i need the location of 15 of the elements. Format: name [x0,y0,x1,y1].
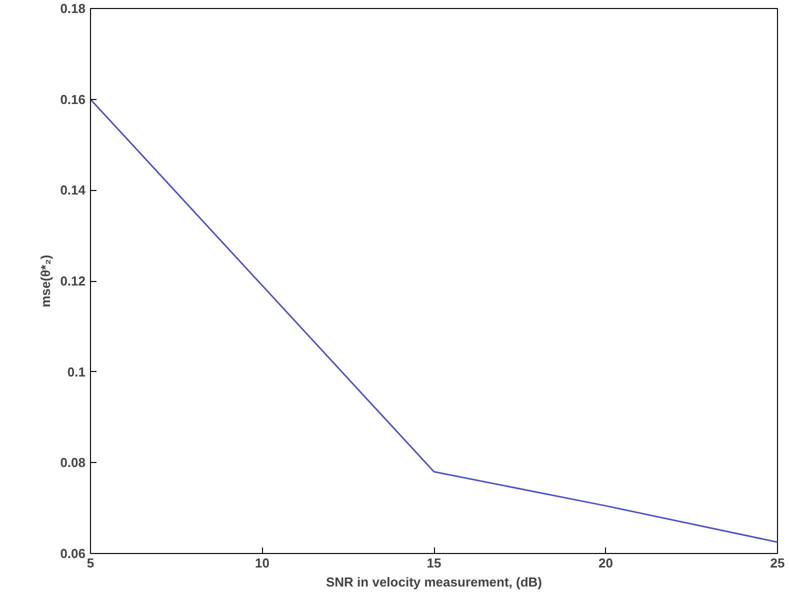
x-tick-label: 5 [86,556,94,570]
y-tick-label: 0.16 [60,92,86,107]
y-axis-title: mse(θ*₂) [38,254,54,308]
line-series [90,98,778,543]
x-tick-label: 15 [426,556,442,570]
y-tick-label: 0.12 [60,274,86,288]
y-tick-label: 0.18 [60,1,86,16]
x-axis-title: SNR in velocity measurement, (dB) [326,574,542,590]
y-tick-label: 0.14 [60,182,86,198]
x-tick-label: 25 [770,556,785,570]
x-tick-label: 10 [255,556,270,570]
y-tick-label: 0.1 [67,364,86,380]
x-tick-label: 20 [598,556,613,570]
y-tick-label: 0.06 [60,546,86,561]
y-tick-label: 0.08 [60,455,86,470]
